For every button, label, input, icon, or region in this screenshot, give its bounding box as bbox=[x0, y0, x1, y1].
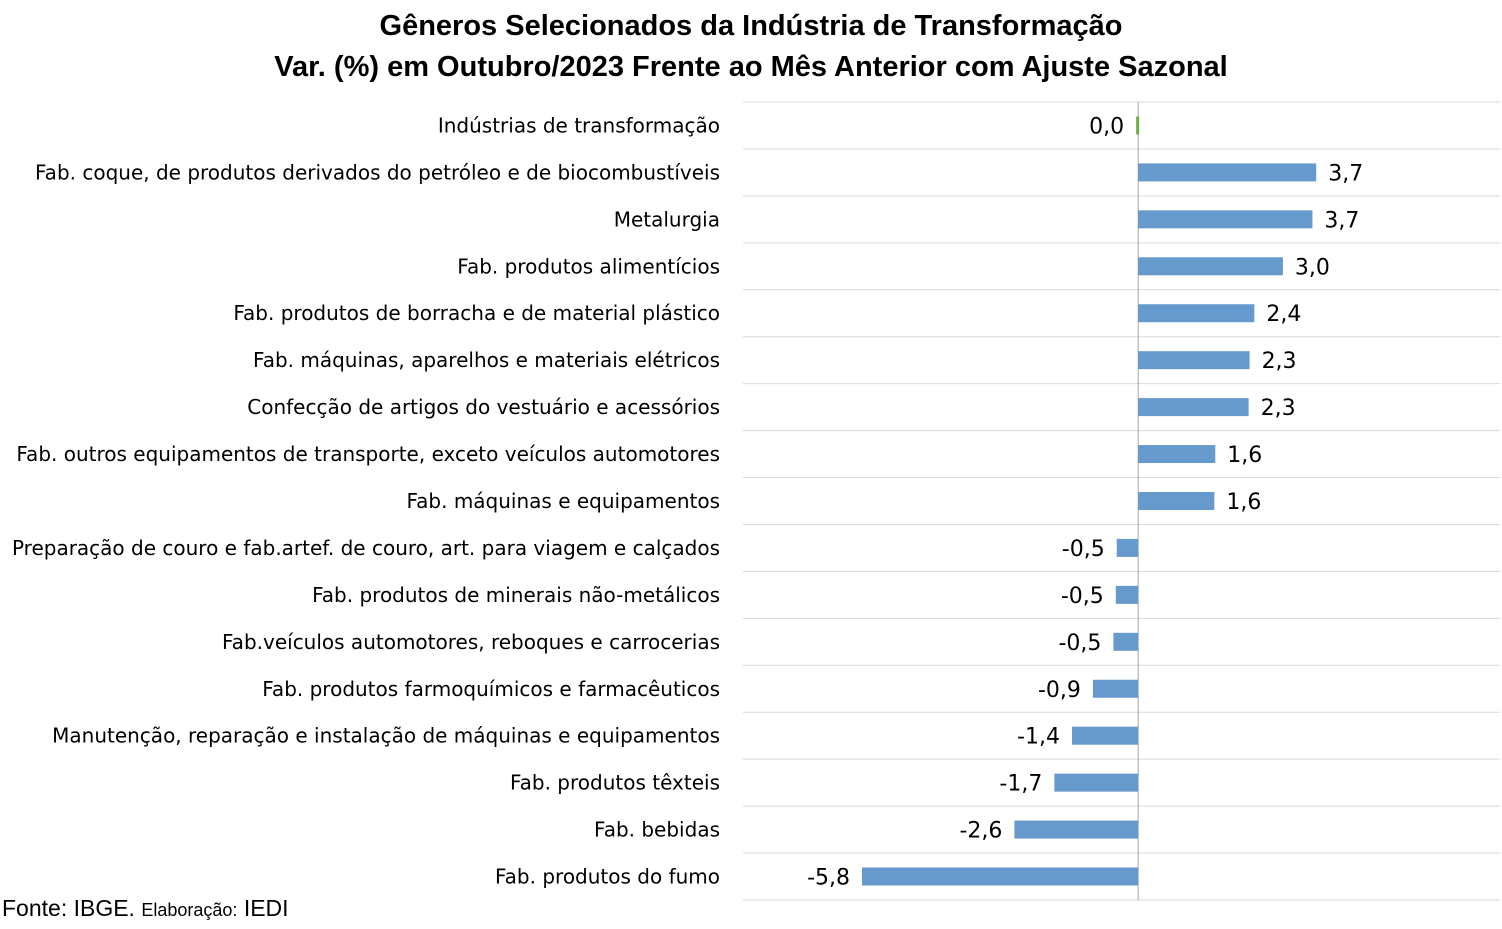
bar bbox=[1138, 210, 1313, 229]
bar bbox=[1138, 491, 1215, 510]
category-label: Fab. produtos alimentícios bbox=[457, 254, 720, 278]
bar bbox=[1071, 726, 1139, 745]
data-label: -0,5 bbox=[1058, 631, 1101, 656]
data-label: -5,8 bbox=[807, 866, 850, 891]
bar bbox=[1138, 163, 1317, 182]
bar bbox=[862, 867, 1139, 886]
category-label: Fab. produtos de minerais não-metálicos bbox=[312, 583, 720, 607]
source-fonte: Fonte: IBGE. bbox=[2, 895, 135, 921]
category-label: Fab. máquinas, aparelhos e materiais elé… bbox=[253, 348, 720, 372]
source-elaboracao-label: Elaboração: bbox=[141, 900, 238, 920]
data-label: -0,9 bbox=[1038, 678, 1081, 703]
chart-subtitle: Var. (%) em Outubro/2023 Frente ao Mês A… bbox=[274, 51, 1228, 83]
data-label: -1,7 bbox=[999, 772, 1042, 797]
category-label: Preparação de couro e fab.artef. de cour… bbox=[12, 536, 720, 560]
category-label: Fab.veículos automotores, reboques e car… bbox=[222, 630, 720, 654]
data-label: 0,0 bbox=[1089, 114, 1124, 139]
bar bbox=[1136, 116, 1140, 135]
bar bbox=[1054, 773, 1139, 792]
category-label: Fab. bebidas bbox=[594, 818, 720, 842]
category-label: Metalurgia bbox=[614, 207, 720, 231]
bar bbox=[1113, 632, 1139, 651]
data-label: 3,7 bbox=[1328, 161, 1363, 186]
data-label: -1,4 bbox=[1017, 725, 1060, 750]
category-label: Fab. outros equipamentos de transporte, … bbox=[16, 442, 720, 466]
data-label: 2,3 bbox=[1262, 349, 1297, 374]
category-label: Indústrias de transformação bbox=[438, 113, 720, 137]
category-label: Fab. produtos farmoquímicos e farmacêuti… bbox=[262, 677, 720, 701]
bar bbox=[1014, 820, 1139, 839]
data-label: 2,4 bbox=[1266, 302, 1301, 327]
bar bbox=[1138, 304, 1255, 323]
bar bbox=[1138, 351, 1250, 370]
bar bbox=[1138, 257, 1283, 276]
category-label: Fab. produtos de borracha e de material … bbox=[233, 301, 720, 325]
category-label: Fab. coque, de produtos derivados do pet… bbox=[35, 160, 720, 184]
category-label: Manutenção, reparação e instalação de má… bbox=[52, 724, 720, 748]
bar bbox=[1138, 398, 1249, 417]
data-label: 3,7 bbox=[1324, 208, 1359, 233]
bar bbox=[1138, 445, 1216, 464]
chart-title: Gêneros Selecionados da Indústria de Tra… bbox=[379, 10, 1123, 42]
bar bbox=[1116, 538, 1139, 557]
category-label: Fab. produtos têxteis bbox=[510, 771, 720, 795]
data-label: -0,5 bbox=[1061, 584, 1104, 609]
data-label: -0,5 bbox=[1062, 537, 1105, 562]
data-label: 1,6 bbox=[1227, 443, 1262, 468]
category-label: Fab. máquinas e equipamentos bbox=[406, 489, 720, 513]
data-label: 2,3 bbox=[1261, 396, 1296, 421]
data-label: 3,0 bbox=[1295, 255, 1330, 280]
category-label: Fab. produtos do fumo bbox=[495, 865, 720, 889]
bar bbox=[1092, 679, 1139, 698]
source-elaboracao-value: IEDI bbox=[243, 895, 289, 921]
data-label: -2,6 bbox=[959, 819, 1002, 844]
bar bbox=[1115, 585, 1139, 604]
category-label: Confecção de artigos do vestuário e aces… bbox=[247, 395, 720, 419]
data-label: 1,6 bbox=[1226, 490, 1261, 515]
source-note: Fonte: IBGE. Elaboração: IEDI bbox=[2, 894, 289, 924]
